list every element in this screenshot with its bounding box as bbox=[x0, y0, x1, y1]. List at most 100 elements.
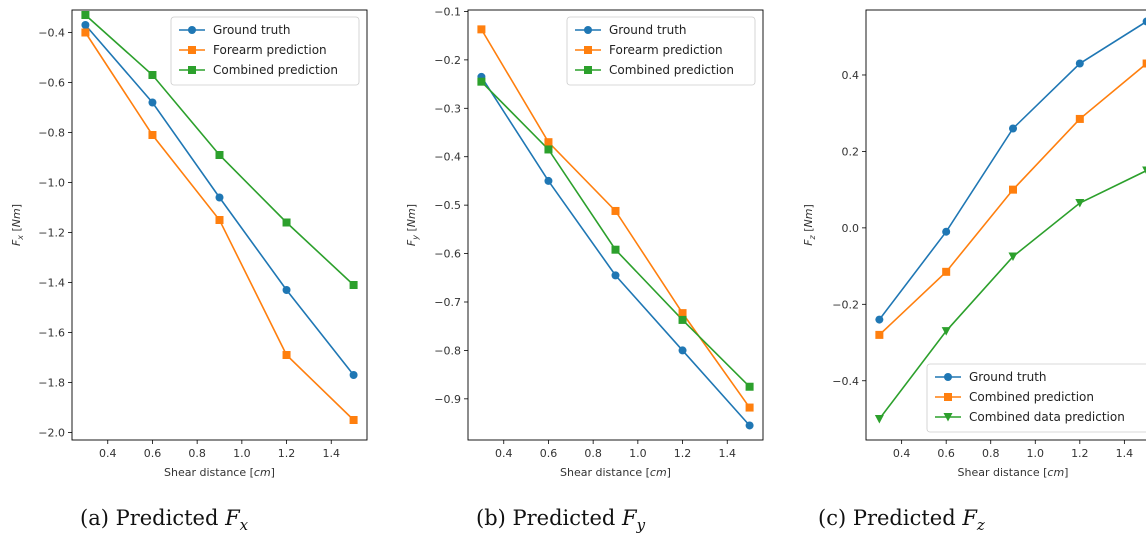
data-point bbox=[215, 151, 224, 159]
legend-marker bbox=[943, 413, 953, 422]
legend-label: Combined prediction bbox=[969, 390, 1094, 404]
x-tick-label: 0.6 bbox=[540, 447, 558, 460]
plot-frame bbox=[865, 9, 1146, 441]
data-point bbox=[1075, 114, 1084, 123]
panel-caption: (b) Predicted Fy bbox=[476, 506, 646, 534]
y-axis-label: Fx [Nm] bbox=[10, 204, 25, 246]
data-point bbox=[349, 416, 358, 424]
data-point bbox=[282, 286, 291, 294]
legend: Ground truth Forearm prediction Combined p… bbox=[170, 16, 360, 86]
data-point bbox=[678, 309, 687, 318]
y-tick-label: −1.2 bbox=[38, 227, 65, 240]
series-line bbox=[878, 62, 1146, 336]
legend-marker bbox=[584, 26, 592, 34]
x-tick-label: 0.4 bbox=[99, 447, 117, 460]
data-point bbox=[148, 131, 157, 139]
legend-marker bbox=[944, 373, 952, 381]
data-point bbox=[544, 138, 553, 147]
data-point bbox=[678, 346, 687, 355]
x-tick-label: 1.4 bbox=[322, 447, 340, 460]
y-tick-label: −1.4 bbox=[38, 277, 65, 290]
legend-label: Forearm prediction bbox=[609, 43, 723, 57]
legend-label: Ground truth bbox=[969, 370, 1047, 384]
data-point bbox=[745, 421, 754, 430]
data-point bbox=[544, 176, 553, 185]
data-point bbox=[215, 216, 224, 224]
data-point bbox=[1009, 124, 1017, 133]
legend-label: Combined prediction bbox=[213, 63, 338, 77]
x-tick-label: 0.6 bbox=[144, 447, 162, 460]
data-point bbox=[1009, 185, 1017, 194]
y-tick-label: −1.0 bbox=[38, 177, 65, 190]
legend-marker bbox=[188, 26, 196, 34]
chart-panel-2: 0.4 0.6 0.8 1.0 1.2 1.4 0.4 0.2 0.0 −0.2 −0.4 Shear… bbox=[802, 9, 1146, 534]
data-point bbox=[544, 145, 553, 154]
panel-caption: (a) Predicted Fx bbox=[80, 506, 249, 534]
y-tick-label: −0.4 bbox=[38, 27, 65, 40]
data-point bbox=[678, 315, 687, 324]
x-tick-label: 1.0 bbox=[1027, 447, 1045, 460]
data-point bbox=[349, 371, 358, 379]
y-tick-label: −2.0 bbox=[38, 427, 65, 440]
x-tick-label: 0.8 bbox=[188, 447, 206, 460]
x-axis-label: Shear distance [cm] bbox=[560, 466, 671, 479]
y-tick-label: −0.8 bbox=[434, 344, 461, 357]
y-axis-label: Fy [Nm] bbox=[405, 204, 420, 246]
x-axis-label: Shear distance [cm] bbox=[164, 466, 275, 479]
data-point bbox=[942, 227, 951, 236]
data-point bbox=[875, 315, 884, 324]
data-point bbox=[81, 11, 90, 19]
y-tick-label: −0.6 bbox=[434, 248, 461, 261]
data-point bbox=[611, 245, 620, 254]
y-tick-label: 0.0 bbox=[842, 222, 860, 235]
x-tick-label: 1.4 bbox=[1116, 447, 1134, 460]
data-point bbox=[349, 281, 358, 289]
chart-panel-1: 0.4 0.6 0.8 1.0 1.2 1.4 −0.1 −0.2 −0.3 −0.4 −0.5 −0… bbox=[405, 5, 764, 534]
x-tick-label: 0.4 bbox=[495, 447, 513, 460]
data-point bbox=[1075, 199, 1085, 208]
data-point bbox=[215, 193, 224, 202]
data-point bbox=[1142, 17, 1146, 26]
x-axis-label: Shear distance [cm] bbox=[958, 466, 1069, 479]
data-point bbox=[1075, 59, 1084, 68]
data-point bbox=[148, 98, 157, 107]
y-axis-label: Fz [Nm] bbox=[802, 204, 817, 246]
legend: Ground truth Forearm prediction Combined p… bbox=[566, 16, 756, 86]
data-point bbox=[941, 327, 951, 336]
series-line bbox=[84, 32, 355, 421]
data-point bbox=[1142, 59, 1146, 68]
y-tick-label: −0.7 bbox=[434, 296, 461, 309]
legend-marker bbox=[584, 46, 592, 54]
x-tick-label: 1.2 bbox=[1071, 447, 1089, 460]
y-tick-label: −0.6 bbox=[38, 77, 65, 90]
data-point bbox=[611, 206, 620, 215]
legend-marker bbox=[188, 66, 196, 74]
legend-label: Ground truth bbox=[213, 23, 291, 37]
data-point bbox=[874, 414, 884, 424]
y-tick-label: −0.4 bbox=[832, 375, 859, 388]
legend-label: Forearm prediction bbox=[213, 43, 327, 57]
data-point bbox=[1142, 166, 1146, 174]
x-tick-label: 1.2 bbox=[674, 447, 692, 460]
chart-panel-0: 0.4 0.6 0.8 1.0 1.2 1.4 −0.4 −0.6 −0.8 −1.0 −1.2 −1… bbox=[10, 9, 368, 534]
series-line bbox=[480, 81, 751, 388]
legend-label: Combined data prediction bbox=[969, 410, 1125, 424]
x-tick-label: 1.4 bbox=[718, 447, 736, 460]
legend-marker bbox=[584, 66, 592, 74]
y-tick-label: −1.6 bbox=[38, 327, 65, 340]
x-tick-label: 0.4 bbox=[893, 447, 911, 460]
x-tick-label: 1.0 bbox=[233, 447, 251, 460]
data-point bbox=[477, 25, 486, 34]
data-point bbox=[611, 271, 620, 280]
data-point bbox=[745, 382, 754, 391]
y-tick-label: −0.2 bbox=[832, 298, 859, 311]
y-tick-label: −0.9 bbox=[434, 393, 461, 406]
legend: Ground truth Combined prediction Combined … bbox=[926, 363, 1146, 433]
y-tick-label: −0.5 bbox=[434, 199, 461, 212]
data-point bbox=[1008, 252, 1018, 262]
panel-caption: (c) Predicted Fz bbox=[818, 506, 985, 534]
legend-marker bbox=[944, 393, 952, 401]
x-tick-label: 0.6 bbox=[937, 447, 955, 460]
x-tick-label: 0.8 bbox=[982, 447, 1000, 460]
